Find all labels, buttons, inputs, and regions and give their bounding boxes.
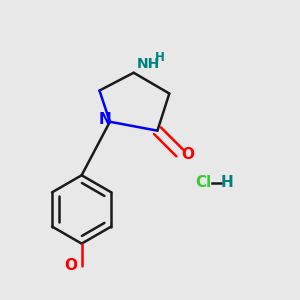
Text: O: O: [64, 258, 77, 273]
Text: O: O: [181, 147, 194, 162]
Text: H: H: [221, 175, 234, 190]
Text: Cl: Cl: [195, 175, 212, 190]
Text: NH: NH: [137, 57, 160, 71]
Text: H: H: [155, 51, 165, 64]
Text: N: N: [98, 112, 111, 127]
